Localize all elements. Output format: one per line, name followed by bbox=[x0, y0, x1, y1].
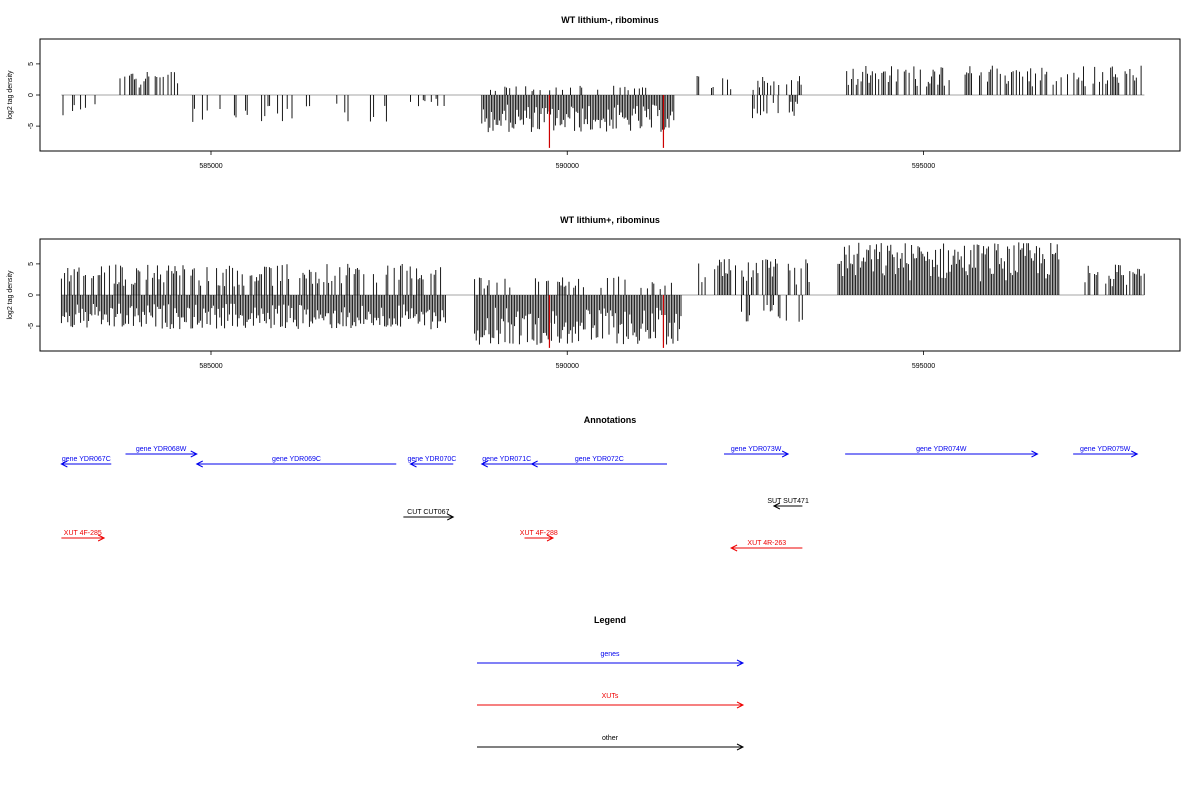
legend: Legend genes XUTs other bbox=[477, 615, 745, 751]
feature-gene: gene YDR068W bbox=[125, 446, 198, 458]
feature-arrow-head bbox=[546, 534, 555, 542]
feature-gene: gene YDR070C bbox=[407, 456, 456, 468]
feature-arrow-head bbox=[1131, 450, 1139, 458]
y-tick-label: 5 bbox=[28, 62, 35, 66]
y-tick-label: -5 bbox=[28, 123, 35, 129]
legend-items: genes XUTs other bbox=[477, 651, 745, 751]
feature-gene: gene YDR072C bbox=[530, 456, 667, 468]
feature-arrow-head bbox=[409, 460, 417, 468]
feature-arrow-head bbox=[447, 513, 455, 521]
legend-title: Legend bbox=[594, 615, 626, 625]
feature-arrows: gene YDR067C gene YDR068W gene YDR069C gene… bbox=[60, 446, 1139, 552]
feature-arrow-head bbox=[772, 502, 781, 510]
coverage-bars bbox=[60, 242, 1145, 348]
feature-arrow-head bbox=[730, 544, 738, 552]
y-axis-label: log2 tag density bbox=[7, 70, 14, 120]
legend-label: genes bbox=[600, 651, 620, 658]
legend-item-xut: XUTs bbox=[477, 693, 745, 709]
feature-label: gene YDR069C bbox=[272, 456, 321, 463]
x-tick-label: 595000 bbox=[912, 163, 935, 170]
feature-arrow-head bbox=[195, 460, 203, 468]
feature-arrow-head bbox=[190, 450, 198, 458]
feature-label: gene YDR075W bbox=[1080, 446, 1131, 453]
legend-arrow-head bbox=[736, 743, 745, 751]
feature-other: SUT SUT471 bbox=[767, 498, 809, 510]
feature-label: XUT 4F-288 bbox=[520, 530, 558, 537]
feature-arrow-head bbox=[97, 534, 106, 542]
feature-gene: gene YDR071C bbox=[480, 456, 532, 468]
panel-lithium-plus: WT lithium+, ribominus log2 tag density … bbox=[7, 215, 1181, 370]
feature-label: gene YDR067C bbox=[62, 456, 111, 463]
x-tick-label: 590000 bbox=[556, 163, 579, 170]
y-tick-label: 5 bbox=[28, 262, 35, 266]
annotations-title: Annotations bbox=[584, 415, 637, 425]
feature-gene: gene YDR074W bbox=[845, 446, 1039, 458]
feature-label: gene YDR070C bbox=[407, 456, 456, 463]
axis-ticks: 5 0 -5 585000 590000 595000 bbox=[28, 262, 935, 370]
feature-arrow-head bbox=[1031, 450, 1039, 458]
feature-label: CUT CUT067 bbox=[407, 509, 449, 516]
feature-arrow-head bbox=[480, 460, 488, 468]
panel-title: WT lithium-, ribominus bbox=[561, 15, 659, 25]
feature-arrow-head bbox=[781, 450, 790, 458]
legend-label: XUTs bbox=[602, 693, 619, 700]
feature-label: XUT 4F-285 bbox=[64, 530, 102, 537]
feature-gene: gene YDR073W bbox=[724, 446, 790, 458]
x-tick-label: 585000 bbox=[199, 363, 222, 370]
coverage-bars bbox=[61, 65, 1145, 148]
legend-arrow-head bbox=[736, 659, 745, 667]
feature-xut: XUT 4R-263 bbox=[730, 540, 803, 552]
legend-item-other: other bbox=[477, 735, 745, 751]
feature-arrow-head bbox=[60, 460, 68, 468]
feature-label: SUT SUT471 bbox=[767, 498, 809, 505]
legend-label: other bbox=[602, 735, 619, 742]
feature-label: gene YDR071C bbox=[482, 456, 531, 463]
y-axis-label: log2 tag density bbox=[7, 270, 14, 320]
legend-item-gene: genes bbox=[477, 651, 745, 667]
feature-label: gene YDR074W bbox=[916, 446, 967, 453]
feature-label: gene YDR068W bbox=[136, 446, 187, 453]
legend-arrow-head bbox=[736, 701, 745, 709]
y-tick-label: -5 bbox=[28, 323, 35, 329]
feature-gene: gene YDR067C bbox=[60, 456, 112, 468]
y-tick-label: 0 bbox=[28, 293, 35, 297]
feature-xut: XUT 4F-285 bbox=[61, 530, 106, 542]
feature-xut: XUT 4F-288 bbox=[520, 530, 558, 542]
x-tick-label: 585000 bbox=[199, 163, 222, 170]
feature-label: gene YDR072C bbox=[575, 456, 624, 463]
y-tick-label: 0 bbox=[28, 93, 35, 97]
x-tick-label: 590000 bbox=[556, 363, 579, 370]
feature-arrow-head bbox=[530, 460, 538, 468]
panel-lithium-minus: WT lithium-, ribominus log2 tag density … bbox=[7, 15, 1181, 170]
feature-gene: gene YDR075W bbox=[1073, 446, 1139, 458]
feature-label: XUT 4R-263 bbox=[747, 540, 786, 547]
panel-title: WT lithium+, ribominus bbox=[560, 215, 660, 225]
feature-gene: gene YDR069C bbox=[195, 456, 397, 468]
x-tick-label: 595000 bbox=[912, 363, 935, 370]
axis-ticks: 5 0 -5 585000 590000 595000 bbox=[28, 62, 935, 170]
feature-label: gene YDR073W bbox=[731, 446, 782, 453]
feature-other: CUT CUT067 bbox=[403, 509, 455, 521]
